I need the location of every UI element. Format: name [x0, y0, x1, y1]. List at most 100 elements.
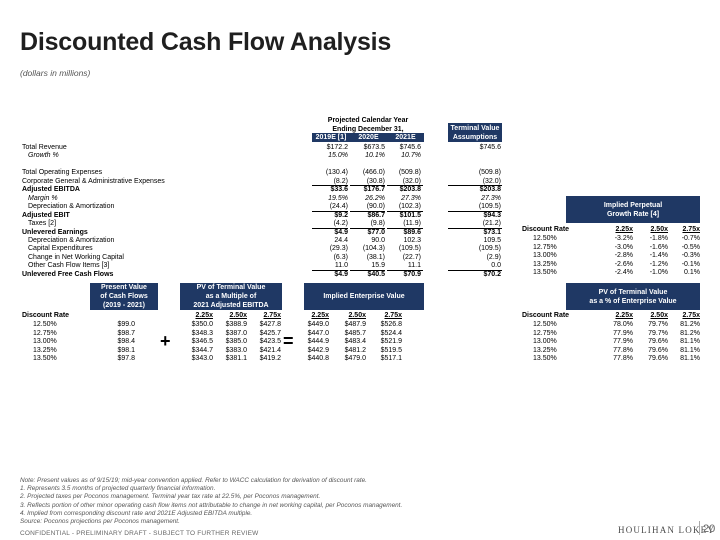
projection-header-line1: Projected Calendar Year — [327, 117, 409, 124]
cell-value: $172.2 — [326, 144, 348, 151]
pv-terminal-value: $344.7 — [191, 346, 213, 354]
underline — [312, 210, 348, 212]
pv-terminal-value: $343.0 — [191, 355, 213, 363]
enterprise-value: $519.5 — [380, 346, 402, 354]
underline — [448, 269, 502, 271]
multiple-header: 2.25x — [195, 312, 213, 319]
cell-value: (4.2) — [333, 220, 348, 228]
cell-value: 27.3% — [401, 194, 421, 202]
row-label: Taxes [2] — [28, 220, 57, 228]
cell-value: (102.3) — [398, 203, 421, 211]
cell-value: (38.1) — [366, 253, 385, 261]
pv-cash-flows-header: Present Value of Cash Flows (2019 - 2021… — [90, 283, 158, 310]
pv-cash-flows-header-line2: of Cash Flows — [100, 293, 148, 300]
underline — [387, 210, 423, 212]
cell-value: (24.4) — [329, 203, 348, 211]
multiple-header: 2.25x — [615, 312, 633, 319]
growth-rate-value: -1.4% — [649, 252, 668, 260]
growth-rate-value: -3.2% — [614, 235, 633, 243]
enterprise-value: $487.9 — [344, 321, 366, 329]
table-row: Taxes [2] (4.2) (9.8) (11.9) (21.2) — [22, 219, 512, 228]
pv-cash-flow-value: $98.4 — [117, 338, 135, 346]
growth-rate-value: -3.0% — [614, 243, 633, 251]
underline — [387, 185, 423, 187]
table-row: Unlevered Free Cash Flows $4.9 $40.5 $70.9 $… — [22, 270, 512, 279]
terminal-value-cell: (32.0) — [482, 177, 501, 185]
enterprise-value: $521.9 — [380, 338, 402, 346]
table-row: Total Revenue $172.2 $673.5 $745.6 $745.6 — [22, 143, 512, 152]
footnote: 2. Projected taxes per Poconos managemen… — [20, 493, 321, 501]
multiple-header: 2.75x — [682, 226, 700, 233]
table-row: Capital Expenditures (29.3) (104.3) (109.5)… — [22, 244, 512, 253]
enterprise-value: $442.9 — [307, 346, 329, 354]
cell-value: 15.0% — [328, 152, 348, 160]
terminal-pct-value: 79.6% — [648, 355, 668, 363]
pv-terminal-pct-header-line2: as a % of Enterprise Value — [589, 297, 677, 305]
multiple-header: 2.75x — [682, 312, 700, 319]
cell-value: (32.0) — [402, 177, 421, 185]
growth-rate-value: -2.8% — [614, 252, 633, 260]
pv-terminal-value: $381.1 — [225, 355, 247, 363]
growth-rate-value: -0.3% — [681, 252, 700, 260]
discount-rate-value: 13.50% — [533, 269, 557, 277]
row-label: Change in Net Working Capital — [28, 253, 124, 261]
enterprise-value: $517.1 — [380, 355, 402, 363]
row-label: Total Operating Expenses — [22, 169, 103, 177]
cell-value: (11.9) — [403, 220, 421, 228]
pv-terminal-pct-header-line1: PV of Terminal Value — [598, 288, 668, 296]
underline — [448, 210, 502, 212]
row-label: Growth % — [28, 152, 59, 160]
footnote: Note: Present values as of 9/15/19; mid-… — [20, 477, 367, 484]
underline — [448, 227, 502, 229]
discount-rate-value: 12.50% — [533, 235, 557, 243]
discount-rate-value: 13.50% — [33, 355, 57, 363]
cell-value: (104.3) — [362, 245, 385, 253]
enterprise-value: $479.0 — [344, 355, 366, 363]
terminal-value-cell: $203.8 — [479, 186, 501, 194]
cell-value: (90.0) — [366, 203, 385, 211]
cell-value: $4.9 — [334, 270, 348, 278]
cell-value: $86.7 — [367, 211, 385, 219]
terminal-value-header-line1: Terminal Value — [450, 124, 500, 132]
cell-value: $89.6 — [403, 228, 421, 236]
discount-rate-value: 13.00% — [33, 338, 57, 346]
implied-perpetual-header-line1: Implied Perpetual — [603, 201, 663, 209]
terminal-pct-value: 79.7% — [648, 329, 668, 337]
implied-enterprise-value-header-text: Implied Enterprise Value — [323, 293, 405, 300]
footer-divider — [699, 521, 700, 535]
terminal-value-cell: $73.1 — [483, 228, 501, 236]
terminal-pct-value: 81.2% — [680, 329, 700, 337]
discount-rate-label: Discount Rate — [522, 312, 570, 319]
terminal-value-header-line2: Assumptions — [452, 133, 498, 141]
underline — [448, 185, 502, 187]
growth-rate-value: -0.7% — [681, 235, 700, 243]
discount-rate-value: 13.25% — [533, 346, 557, 354]
enterprise-value: $526.8 — [380, 321, 402, 329]
discount-rate-value: 12.50% — [533, 321, 557, 329]
footnote: 3. Reflects portion of other minor opera… — [20, 501, 403, 509]
multiple-header: 2.75x — [384, 312, 402, 319]
enterprise-value: $485.7 — [344, 329, 366, 337]
enterprise-value: $444.9 — [307, 338, 329, 346]
cell-value: (29.3) — [329, 245, 348, 253]
multiple-header: 2.50x — [229, 312, 247, 319]
year-header-bar — [312, 133, 424, 142]
terminal-value-cell: (2.9) — [486, 253, 501, 261]
enterprise-value: $481.2 — [344, 346, 366, 354]
confidential-footer: CONFIDENTIAL - PRELIMINARY DRAFT - SUBJE… — [20, 530, 259, 537]
terminal-pct-value: 77.8% — [613, 346, 633, 354]
table-row: Adjusted EBITDA $33.6 $176.7 $203.8 $203.8 — [22, 185, 512, 194]
terminal-pct-value: 79.7% — [648, 321, 668, 329]
growth-rate-value: -1.6% — [649, 243, 668, 251]
discount-rate-value: 13.25% — [533, 260, 557, 268]
underline — [22, 142, 502, 143]
row-label: Adjusted EBITDA — [22, 186, 80, 194]
cell-value: 26.2% — [365, 194, 385, 202]
pv-terminal-value: $348.3 — [191, 329, 213, 337]
row-label: Total Revenue — [22, 144, 67, 151]
cell-value: $745.6 — [399, 144, 421, 151]
pv-terminal-multiple-header-line2: as a Multiple of — [205, 293, 257, 300]
enterprise-value: $440.8 — [307, 355, 329, 363]
growth-rate-value: -0.1% — [681, 260, 700, 268]
pv-cash-flow-value: $98.7 — [117, 329, 135, 337]
